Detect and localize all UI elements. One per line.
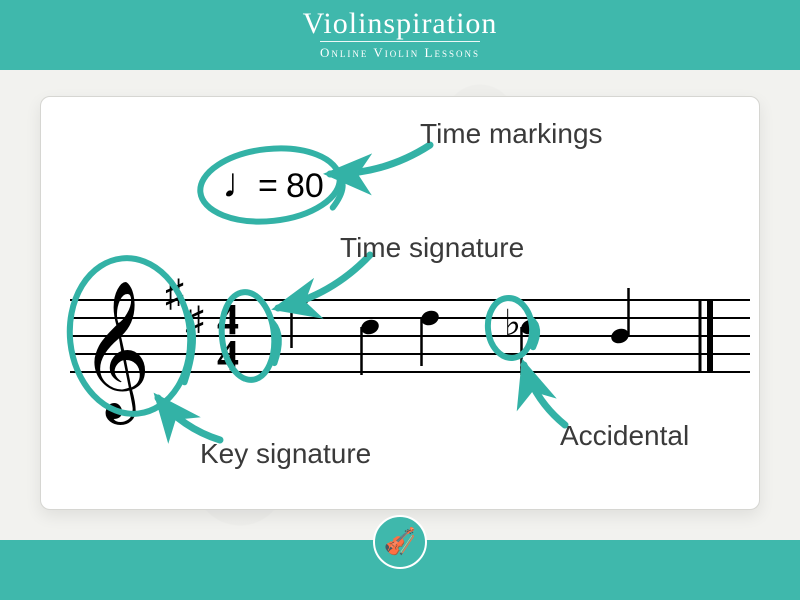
flat-icon: ♭ <box>504 303 521 343</box>
violin-icon: 🎻 <box>384 527 416 557</box>
diagram-stage: 𝄞♯♯44♩=80♭ <box>0 0 800 600</box>
treble-clef-icon: 𝄞 <box>80 282 151 425</box>
tempo-bpm: 80 <box>286 167 324 205</box>
logo-badge: 🎻 <box>373 515 427 569</box>
footer-band: 🎻 <box>0 540 800 600</box>
arrow-key-signature <box>158 398 220 440</box>
label-time-signature: Time signature <box>340 232 524 264</box>
label-accidental: Accidental <box>560 420 689 452</box>
label-time-markings: Time markings <box>420 118 603 150</box>
label-key-signature: Key signature <box>200 438 371 470</box>
tempo-equals: = <box>258 167 278 205</box>
arrow-accidental <box>524 365 565 425</box>
page-root: Violinspiration Online Violin Lessons 𝄞♯… <box>0 0 800 600</box>
arrow-time-markings <box>330 145 430 174</box>
